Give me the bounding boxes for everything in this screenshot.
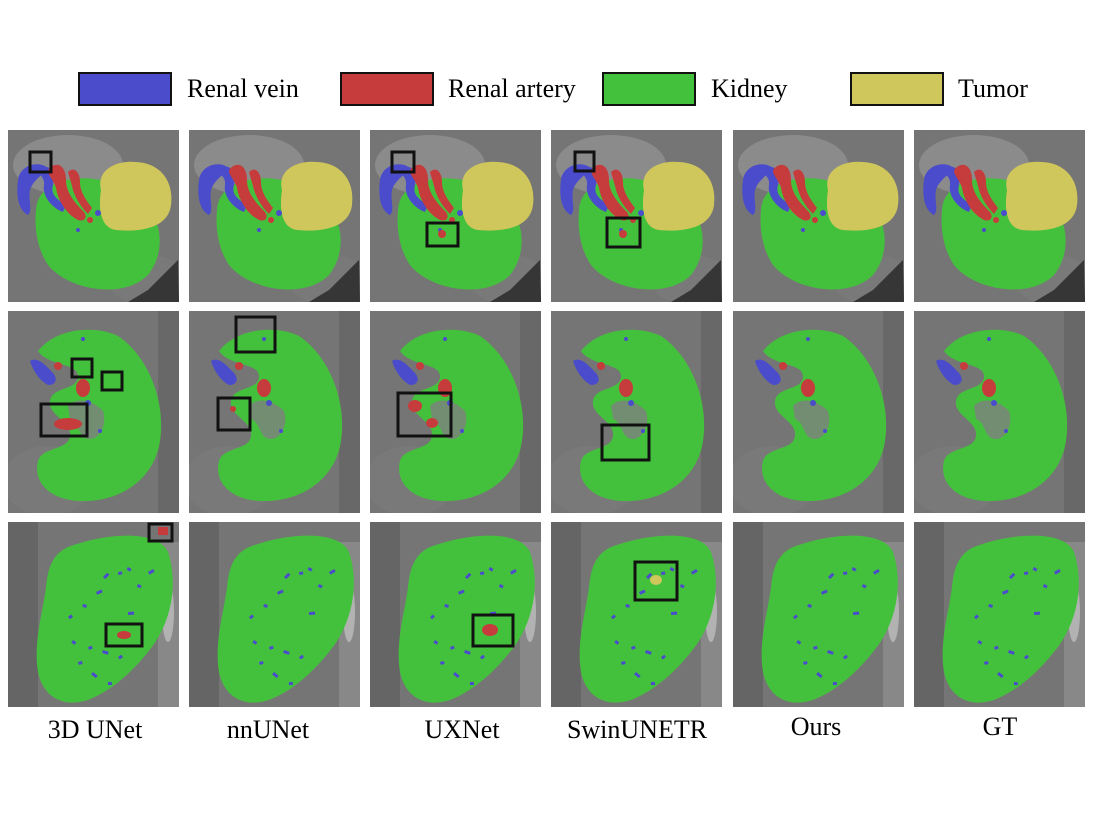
highlight-box — [28, 150, 53, 174]
panel-row3-swinunetr — [551, 522, 722, 707]
renal-artery-swatch — [340, 72, 434, 106]
highlight-box — [605, 216, 642, 249]
highlight-box — [100, 370, 124, 392]
ct-slice-image — [914, 522, 1085, 707]
panel-row1-3d-unet — [8, 130, 179, 302]
ct-slice-image — [8, 522, 179, 707]
highlight-box — [70, 357, 94, 379]
panel-row3-ours — [733, 522, 904, 707]
ct-slice-image — [914, 130, 1085, 302]
panel-row2-nnunet — [189, 311, 360, 513]
column-label-3d-unet: 3D UNet — [47, 715, 143, 744]
panel-row2-uxnet — [370, 311, 541, 513]
highlight-box — [390, 150, 416, 174]
panel-row1-ours — [733, 130, 904, 302]
panel-row1-uxnet — [370, 130, 541, 302]
panel-row2-gt — [914, 311, 1085, 513]
panel-row2-ours — [733, 311, 904, 513]
highlight-box — [573, 150, 596, 173]
highlight-box — [425, 221, 460, 248]
highlight-box — [396, 391, 453, 438]
panel-row3-nnunet — [189, 522, 360, 707]
ct-slice-image — [189, 522, 360, 707]
highlight-box — [600, 423, 651, 462]
column-label-uxnet: UXNet — [424, 715, 500, 744]
column-label-ours: Ours — [790, 712, 842, 741]
ct-slice-image — [8, 311, 179, 513]
panel-row2-3d-unet — [8, 311, 179, 513]
kidney-swatch — [602, 72, 696, 106]
ct-slice-image — [914, 311, 1085, 513]
ct-slice-image — [370, 311, 541, 513]
legend-label-tumor: Tumor — [958, 74, 1028, 103]
panel-row3-gt — [914, 522, 1085, 707]
column-label-gt: GT — [982, 712, 1018, 741]
legend-label-kidney: Kidney — [711, 74, 788, 103]
column-label-swinunetr: SwinUNETR — [566, 715, 708, 744]
ct-slice-image — [370, 522, 541, 707]
tumor-swatch — [850, 72, 944, 106]
highlight-box — [471, 613, 515, 648]
column-label-nnunet: nnUNet — [226, 715, 310, 744]
panel-row1-gt — [914, 130, 1085, 302]
highlight-box — [216, 396, 252, 432]
highlight-box — [39, 402, 89, 438]
ct-slice-image — [733, 311, 904, 513]
ct-slice-image — [551, 311, 722, 513]
panel-row2-swinunetr — [551, 311, 722, 513]
highlight-box — [104, 622, 144, 648]
ct-slice-image — [189, 130, 360, 302]
renal-vein-swatch — [78, 72, 172, 106]
panel-row3-uxnet — [370, 522, 541, 707]
ct-slice-image — [551, 130, 722, 302]
highlight-box — [633, 560, 679, 602]
highlight-box — [234, 315, 277, 354]
ct-slice-image — [8, 130, 179, 302]
ct-slice-image — [370, 130, 541, 302]
panel-row1-nnunet — [189, 130, 360, 302]
panel-row3-3d-unet — [8, 522, 179, 707]
ct-slice-image — [551, 522, 722, 707]
panel-row1-swinunetr — [551, 130, 722, 302]
highlight-box — [147, 522, 174, 543]
legend-label-renal-vein: Renal vein — [187, 74, 299, 103]
legend-label-renal-artery: Renal artery — [448, 74, 576, 103]
ct-slice-image — [733, 522, 904, 707]
ct-slice-image — [733, 130, 904, 302]
ct-slice-image — [189, 311, 360, 513]
